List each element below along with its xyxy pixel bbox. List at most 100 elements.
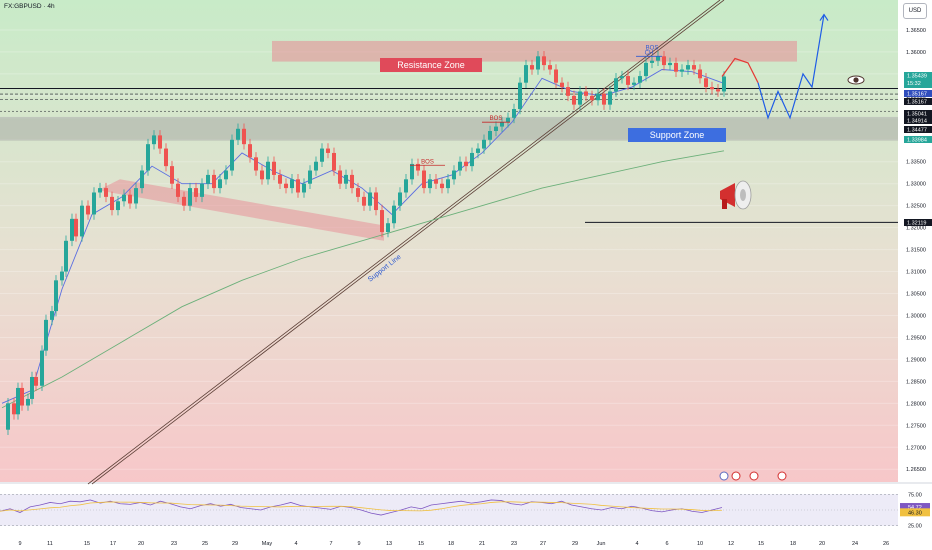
price-tag-value: 1.34914: [907, 119, 927, 125]
candle-body: [386, 223, 390, 233]
rsi-signal-tag: [900, 508, 930, 517]
candle-body: [332, 152, 336, 171]
candle-body: [716, 89, 720, 92]
candle-body: [440, 183, 444, 189]
resistance-zone: [272, 40, 797, 62]
candle-body: [110, 196, 114, 211]
bos-label: BOS: [490, 116, 503, 122]
time-tick-label: 29: [572, 541, 578, 547]
eye-pupil: [853, 77, 859, 83]
price-tick-label: 1.31000: [906, 270, 926, 276]
time-tick-label: 9: [357, 541, 360, 547]
price-tick-label: 1.29000: [906, 357, 926, 363]
price-tag-value: 1.35167: [907, 92, 927, 98]
candle-body: [176, 183, 180, 197]
candle-body: [182, 196, 186, 206]
candle-body: [554, 69, 558, 83]
candle-body: [188, 188, 192, 206]
rsi-band: [0, 494, 898, 526]
support-zone: [0, 116, 898, 141]
time-tick-label: 13: [386, 541, 392, 547]
candle-body: [674, 62, 678, 72]
candle-body: [458, 161, 462, 171]
price-tag-value: 1.35167: [907, 100, 927, 106]
candle-body: [134, 188, 138, 204]
candle-body: [6, 403, 10, 430]
time-tick-label: 25: [202, 541, 208, 547]
projection-red-path: [721, 57, 759, 83]
rsi-level-label: 25.00: [908, 524, 922, 530]
candle-body: [380, 210, 384, 233]
candle-body: [194, 188, 198, 197]
time-tick-label: 9: [18, 541, 21, 547]
candle-body: [368, 192, 372, 206]
candle-body: [80, 205, 84, 237]
rsi-level-label: 75.00: [908, 492, 922, 498]
time-tick-label: 18: [790, 541, 796, 547]
support-zone-label: Support Zone: [628, 128, 726, 142]
price-tick-label: 1.28000: [906, 401, 926, 407]
candle-body: [104, 188, 108, 197]
pullback-zone: [98, 179, 384, 241]
rsi-line: [0, 499, 723, 516]
price-tick-label: 1.33000: [906, 182, 926, 188]
projection-arrow-head: [819, 13, 829, 21]
candle-body: [242, 128, 246, 145]
candle-body: [662, 56, 666, 66]
megaphone-mouth: [740, 189, 746, 201]
bos-label: BOS: [421, 159, 434, 165]
candle-body: [338, 170, 342, 184]
time-tick-label: 26: [883, 541, 889, 547]
time-tick-label: 21: [479, 541, 485, 547]
time-tick-label: 23: [171, 541, 177, 547]
time-tick-label: 15: [758, 541, 764, 547]
currency-button[interactable]: USD: [903, 3, 927, 19]
candle-body: [578, 91, 582, 105]
price-tick-label: 1.32500: [906, 204, 926, 210]
candle-body: [122, 194, 126, 202]
megaphone-handle: [722, 199, 727, 209]
time-tick-label: 27: [540, 541, 546, 547]
candle-body: [158, 135, 162, 149]
candle-body: [140, 170, 144, 189]
price-tick-label: 1.27500: [906, 423, 926, 429]
price-tag: [904, 72, 932, 88]
candle-body: [350, 174, 354, 189]
candle-body: [398, 192, 402, 206]
candle-body: [518, 82, 522, 110]
candle-body: [620, 76, 624, 79]
candle-body: [404, 179, 408, 193]
candle-body: [296, 179, 300, 193]
candle-body: [362, 196, 366, 206]
candle-body: [290, 179, 294, 189]
candle-body: [536, 56, 540, 70]
candle-body: [608, 91, 612, 105]
candle-body: [20, 387, 24, 406]
candle-body: [374, 192, 378, 211]
price-pane-background: [0, 0, 898, 482]
price-tick-label: 1.29500: [906, 335, 926, 341]
candle-body: [710, 87, 714, 90]
candle-body: [680, 69, 684, 72]
candle-body: [44, 319, 48, 351]
resistance-zone-label: Resistance Zone: [380, 58, 482, 72]
candle-body: [116, 201, 120, 211]
candle-body: [482, 139, 486, 149]
candle-body: [50, 311, 54, 320]
time-tick-label: Jun: [597, 541, 606, 547]
event-icon: [719, 471, 729, 481]
rsi-ma-line: [0, 501, 723, 512]
candle-body: [308, 170, 312, 184]
candle-body: [542, 56, 546, 66]
candle-body: [278, 174, 282, 184]
candle-body: [524, 65, 528, 83]
candle-body: [212, 174, 216, 189]
candle-body: [92, 192, 96, 215]
candle-body: [248, 144, 252, 158]
time-tick-label: May: [262, 541, 273, 547]
candle-body: [704, 78, 708, 88]
price-tick-label: 1.28500: [906, 379, 926, 385]
candle-body: [722, 76, 726, 92]
candle-body: [60, 271, 64, 281]
